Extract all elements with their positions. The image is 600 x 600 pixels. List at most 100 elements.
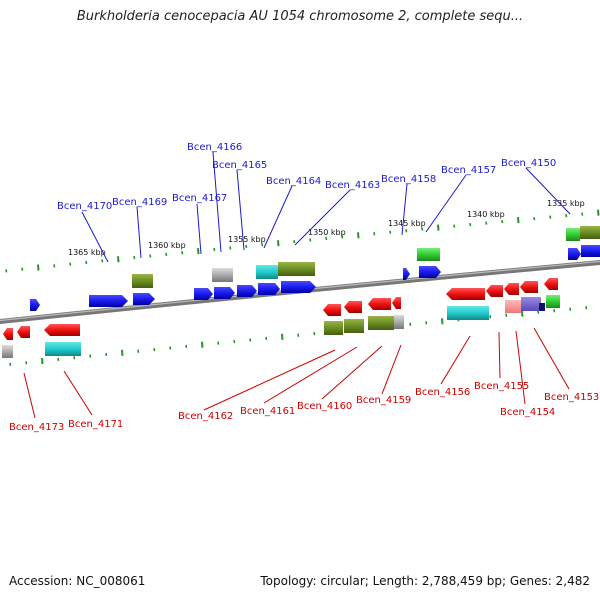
- scale-labels: 1365 kbp 1360 kbp 1355 kbp 1350 kbp 1345…: [68, 199, 585, 257]
- scale-label-1350: 1350 kbp: [308, 228, 346, 237]
- scale-tick-major: [121, 349, 124, 356]
- scale-tick-major: [437, 224, 440, 231]
- gene-label-bcen4173: Bcen_4173: [9, 422, 64, 433]
- feature-bcen4162-arrow: [323, 304, 341, 316]
- scale-tick-minor: [229, 246, 232, 250]
- scale-tick-major: [597, 209, 600, 216]
- scale-tick-minor: [389, 230, 392, 234]
- scale-tick-major: [41, 358, 44, 365]
- feature-bcen4156-arrow: [446, 288, 485, 300]
- gene-label-bcen4155: Bcen_4155: [474, 381, 529, 392]
- scale-tick-minor: [153, 347, 156, 352]
- scale-tick-minor: [217, 341, 220, 345]
- scale-tick-minor: [313, 331, 316, 336]
- feature-bcen4160-block: [368, 316, 394, 330]
- feature-bcen4153-arrow: [544, 278, 558, 290]
- feature-bcen4173-block: [2, 345, 13, 358]
- feature-forward-arrow: [30, 299, 40, 311]
- scale-tick-minor: [421, 227, 424, 231]
- scale-tick-major: [197, 248, 200, 255]
- scale-tick-minor: [69, 262, 72, 266]
- gene-label-bcen4169: Bcen_4169: [112, 197, 167, 208]
- topology-summary: Topology: circular; Length: 2,788,459 bp…: [260, 574, 590, 588]
- scale-tick-minor: [245, 244, 248, 248]
- map-title: Burkholderia cenocepacia AU 1054 chromos…: [76, 9, 524, 24]
- scale-tick-minor: [537, 310, 540, 314]
- scale-tick-minor: [85, 260, 88, 265]
- feature-forward-arrow: [89, 295, 128, 307]
- scale-tick-minor: [233, 339, 236, 344]
- feature-reverse-arrow: [520, 281, 538, 293]
- feature-bcen4162-block: [324, 321, 343, 335]
- scale-tick-minor: [249, 338, 252, 342]
- scale-tick-minor: [309, 238, 312, 242]
- scale-tick-minor: [21, 267, 24, 271]
- gene-label-bcen4166: Bcen_4166: [187, 142, 242, 153]
- scale-tick-minor: [569, 307, 572, 311]
- accession-text: Accession: NC_008061: [9, 574, 146, 588]
- scale-tick-minor: [489, 315, 492, 319]
- feature-bcen4164-arrow: [258, 283, 280, 295]
- scale-tick-major: [117, 256, 120, 263]
- gene-label-bcen4167: Bcen_4167: [172, 193, 227, 204]
- scale-tick-minor: [565, 213, 568, 218]
- scale-tick-minor: [101, 259, 104, 263]
- gene-labels-reverse: Bcen_4173 Bcen_4171 Bcen_4162 Bcen_4161 …: [9, 381, 599, 433]
- scale-tick-minor: [549, 215, 552, 219]
- gene-label-bcen4171: Bcen_4171: [68, 419, 123, 430]
- scale-tick-major: [37, 264, 40, 271]
- scale-label-1345: 1345 kbp: [388, 219, 426, 228]
- scale-tick-minor: [265, 336, 268, 340]
- feature-bcen4159-block: [394, 315, 404, 329]
- gene-label-bcen4153: Bcen_4153: [544, 392, 599, 403]
- feature-bcen4171-arrow: [44, 324, 80, 336]
- feature-bcen4153-block: [546, 295, 560, 308]
- scale-tick-minor: [581, 212, 584, 216]
- scale-tick-minor: [469, 222, 472, 227]
- gene-label-bcen4165: Bcen_4165: [212, 160, 267, 171]
- feature-forward-arrow: [581, 245, 600, 257]
- scale-tick-minor: [501, 219, 504, 224]
- gene-label-bcen4163: Bcen_4163: [325, 180, 380, 191]
- scale-tick-minor: [9, 362, 12, 367]
- gene-label-bcen4158: Bcen_4158: [381, 174, 436, 185]
- feature-bcen4158-arrow: [403, 268, 410, 280]
- scale-tick-minor: [585, 306, 588, 310]
- scale-ticks-outer: [5, 209, 600, 273]
- feature-bcen4154-marker: [539, 303, 545, 311]
- scale-tick-minor: [341, 235, 344, 239]
- feature-bcen4166-arrow: [214, 287, 235, 299]
- feature-bcen4160-arrow: [368, 298, 391, 310]
- scale-tick-minor: [261, 243, 264, 247]
- scale-tick-minor: [409, 322, 412, 326]
- scale-tick-major: [441, 318, 444, 325]
- scale-tick-minor: [405, 229, 408, 233]
- scale-tick-minor: [485, 221, 488, 225]
- reverse-strand-features: [2, 278, 560, 358]
- scale-tick-minor: [137, 349, 140, 353]
- scale-tick-minor: [293, 239, 296, 244]
- scale-tick-minor: [149, 254, 152, 258]
- feature-bcen4156-rna: [447, 306, 489, 320]
- feature-bcen4161-arrow: [344, 301, 362, 313]
- feature-bcen4157-block: [417, 248, 440, 261]
- feature-bcen4154-block: [521, 297, 541, 311]
- gene-label-bcen4156: Bcen_4156: [415, 387, 470, 398]
- feature-bcen4157-arrow: [419, 266, 441, 278]
- scale-tick-minor: [373, 232, 376, 236]
- scale-tick-major: [521, 310, 524, 317]
- scale-tick-minor: [73, 356, 76, 360]
- feature-bcen4167-block: [212, 268, 233, 282]
- feature-bcen4169-block: [132, 274, 153, 288]
- scale-label-1340: 1340 kbp: [467, 210, 505, 219]
- gene-label-bcen4160: Bcen_4160: [297, 401, 352, 412]
- feature-reverse-arrow: [3, 328, 13, 340]
- scale-tick-minor: [57, 357, 60, 362]
- gene-label-bcen4164: Bcen_4164: [266, 176, 321, 187]
- feature-bcen4159-arrow: [392, 297, 401, 309]
- scale-tick-minor: [425, 321, 428, 325]
- scale-tick-minor: [505, 313, 508, 317]
- feature-bcen4150-block-b: [580, 226, 600, 239]
- feature-bcen4161-block: [344, 319, 364, 333]
